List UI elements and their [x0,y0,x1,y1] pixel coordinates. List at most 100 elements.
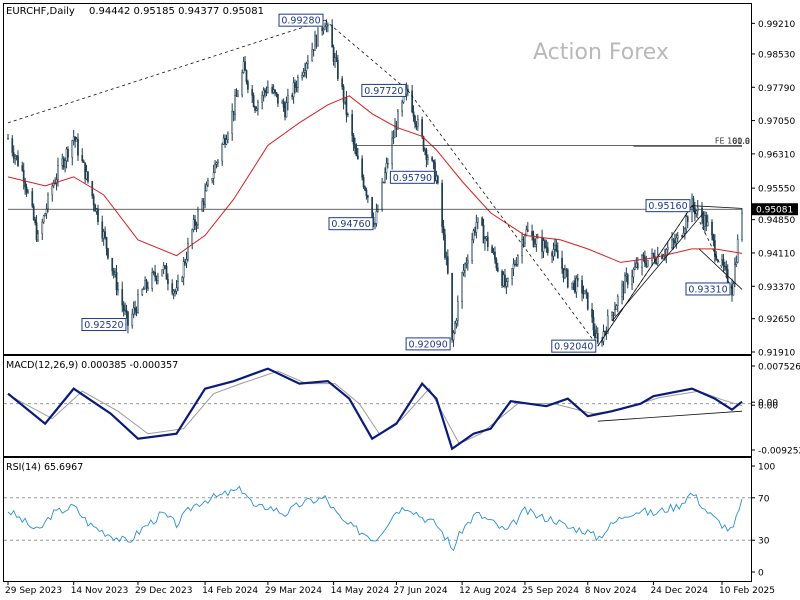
candle-body [352,135,355,145]
candle-body [201,200,204,212]
price-annotation-box [645,199,691,213]
macd-panel-frame [3,355,752,457]
candle-body [721,259,723,261]
candle-body [101,221,104,239]
moving-average-line [7,95,743,263]
candle-body [87,171,89,182]
macd-y-tick-label: 0.007526 [758,363,800,373]
candle-body [114,271,116,275]
candle-body [611,312,613,317]
symbol-title: EURCHF,Daily [6,6,75,17]
candle-body [541,236,543,252]
candle-body [175,287,178,292]
candle-body [615,305,618,310]
candle-body [57,165,59,180]
candle-body [181,277,184,282]
candle-body [652,252,655,257]
candle-body [211,178,214,181]
candle-body [674,241,676,244]
price-y-tick-label: 0.94850 [758,216,795,226]
candle-body [535,237,538,245]
candle-body [681,235,683,237]
candle-body [61,158,64,166]
candle-body [242,61,245,73]
candle-body [125,309,128,313]
price-y-tick-label: 0.99210 [758,20,795,30]
candle-body [321,27,324,31]
price-annotation-label: 0.97720 [364,86,403,97]
candle-body [396,110,399,130]
candle-body [586,292,589,310]
candle-body [335,57,338,61]
candle-body [654,256,656,263]
candle-body [385,163,388,173]
macd-panel: MACD(12,26,9) 0.000385 -0.000357 0.007526… [4,360,800,457]
candle-body [724,265,726,267]
candle-body [265,91,268,93]
candle-body [626,274,629,285]
candle-body [641,255,643,269]
candle-body [584,290,586,295]
x-tick-label: 27 Jun 2024 [393,586,447,596]
candle-body [591,308,593,318]
candle-body [135,309,138,313]
candle-body [285,102,288,118]
candle-body [272,89,275,93]
candle-body [237,94,239,97]
price-annotation-label: 0.95790 [393,173,432,184]
candle-body [212,172,215,179]
candle-body [204,190,206,205]
candle-body [375,211,378,224]
price-annotation-box [405,337,451,351]
candle-body [342,86,345,103]
candle-body [357,155,359,160]
candle-body [254,106,256,111]
candle-body [355,147,358,157]
candle-body [534,243,536,247]
candle-body [506,278,509,282]
candle-body [621,284,623,297]
candle-body [22,170,25,182]
candle-body [625,274,628,277]
candle-body [572,280,575,284]
candle-body [446,256,449,274]
macd-y-tick-label: 0.00 [758,399,778,409]
price-y-tick-label: 0.98530 [758,50,795,60]
candle-body [225,139,228,145]
x-tick-label: 29 Mar 2024 [265,586,322,596]
candle-body [651,252,653,261]
price-y-tick-label: 0.91910 [758,349,795,359]
candle-body [524,234,526,244]
candle-body [595,333,598,338]
candle-body [392,137,395,139]
candle-body [84,162,86,180]
candle-body [287,94,289,104]
candle-body [97,208,99,222]
candle-body [562,268,565,278]
candle-body [12,152,15,159]
candle-body [711,221,713,236]
candle-body [706,221,709,227]
candle-body [725,266,728,270]
candle-body [362,177,365,188]
candle-body [426,157,429,160]
candle-body [47,194,49,210]
candle-body [262,89,265,96]
price-annotation-label: 0.92040 [554,342,593,353]
current-price-label: 0.95081 [756,206,793,216]
candle-body [102,231,105,239]
candle-body [25,186,28,193]
candle-body [151,272,154,289]
candle-body [251,89,254,96]
candle-body [545,246,548,249]
candle-body [371,197,373,218]
candle-body [157,275,159,281]
candle-body [144,280,146,290]
candle-body [451,272,453,341]
candle-body [75,138,78,142]
candle-body [255,108,258,111]
candle-body [496,267,499,272]
candle-body [264,89,266,92]
candle-body [672,239,675,242]
